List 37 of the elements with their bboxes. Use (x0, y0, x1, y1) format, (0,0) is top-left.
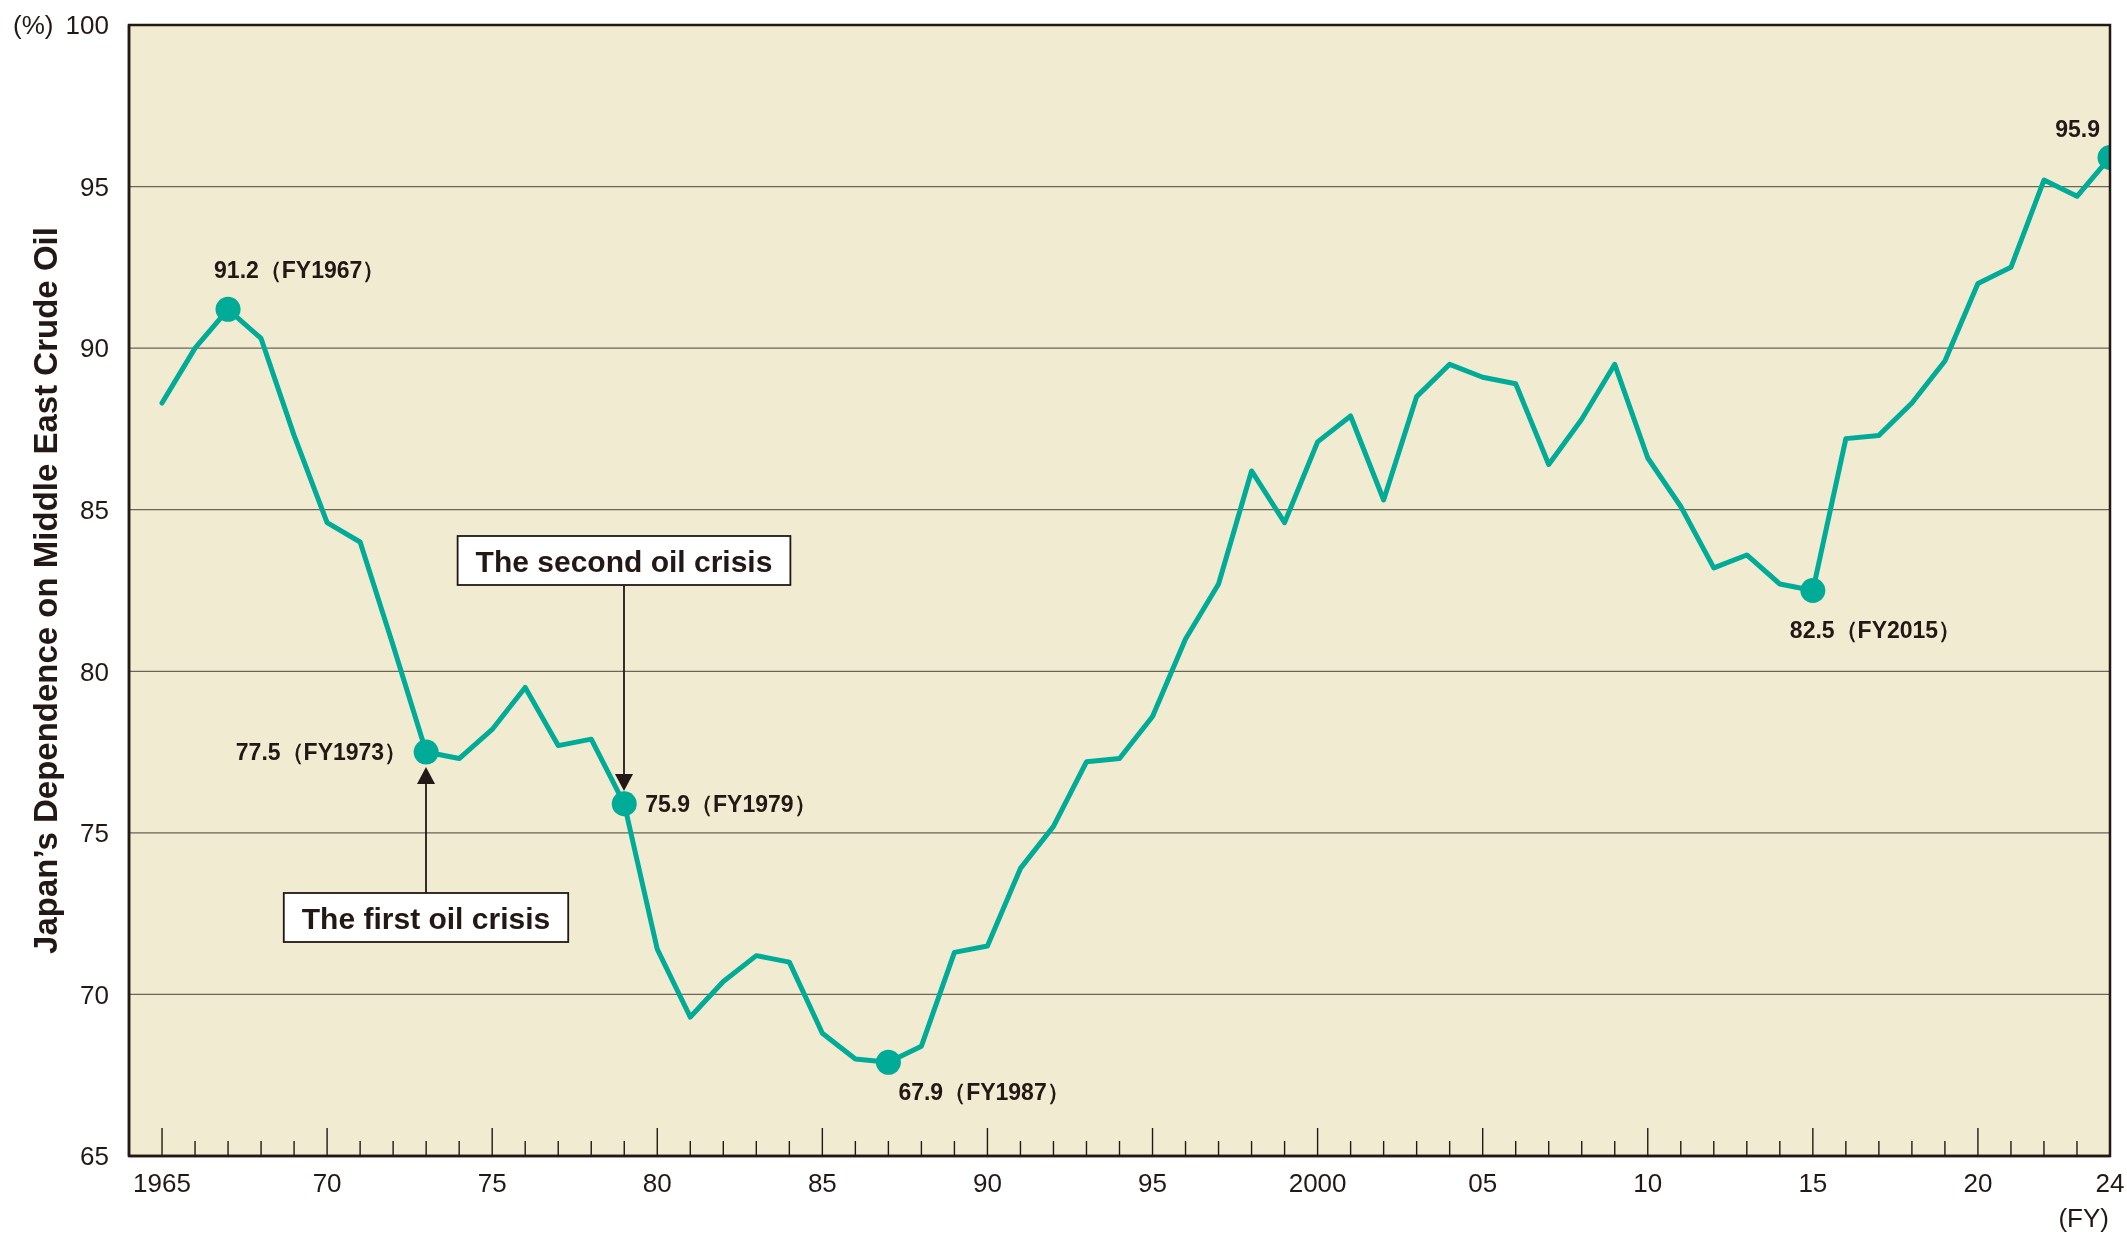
point (611, 791, 637, 817)
x-tick-label: 10 (1633, 1168, 1663, 1198)
y-tick-label: 95 (80, 171, 109, 202)
x-tick-label: 1965 (133, 1168, 191, 1198)
x-tick-label: 85 (807, 1168, 837, 1198)
y-tick-label: 75 (80, 818, 109, 849)
x-tick-label: 20 (1963, 1168, 1993, 1198)
y-axis-title: Japan’s Dependence on Middle East Crude Oil (26, 227, 64, 954)
text: (%) (13, 10, 54, 40)
x-tick-label: 15 (1798, 1168, 1828, 1198)
x-axis-title: (FY) (2058, 1203, 2109, 1233)
point (413, 739, 439, 765)
data-label: 67.9（FY1987） (898, 1079, 1070, 1106)
x-tick-label: 70 (312, 1168, 342, 1198)
y-tick-label: 70 (80, 979, 109, 1010)
x-tick-label: 24 (2095, 1168, 2125, 1198)
x-tick-label: 80 (642, 1168, 672, 1198)
data-label: 75.9（FY1979） (645, 790, 817, 817)
data-label: 95.9 (2055, 116, 2100, 143)
y-tick-label: 85 (80, 494, 109, 525)
x-tick-label: 2000 (1288, 1168, 1347, 1198)
data-label: 91.2（FY1967） (214, 257, 386, 284)
y-tick-label: 65 (80, 1141, 109, 1172)
annotation: The first oil crisis (301, 901, 551, 935)
y-tick-label: 90 (80, 333, 109, 364)
x-tick-label: 95 (1138, 1168, 1167, 1198)
point (1800, 578, 1826, 603)
data-label: 82.5（FY2015） (1789, 616, 1962, 643)
y-tick-label: 80 (80, 656, 109, 687)
y-tick-label: 100 (65, 10, 109, 41)
x-tick-label: 05 (1468, 1168, 1498, 1198)
data-label: 77.5（FY1973） (235, 739, 408, 766)
x-tick-label: 75 (477, 1168, 507, 1198)
point (875, 1049, 901, 1075)
point (215, 296, 241, 322)
x-tick-label: 90 (972, 1168, 1002, 1198)
annotation: The second oil crisis (475, 544, 773, 578)
